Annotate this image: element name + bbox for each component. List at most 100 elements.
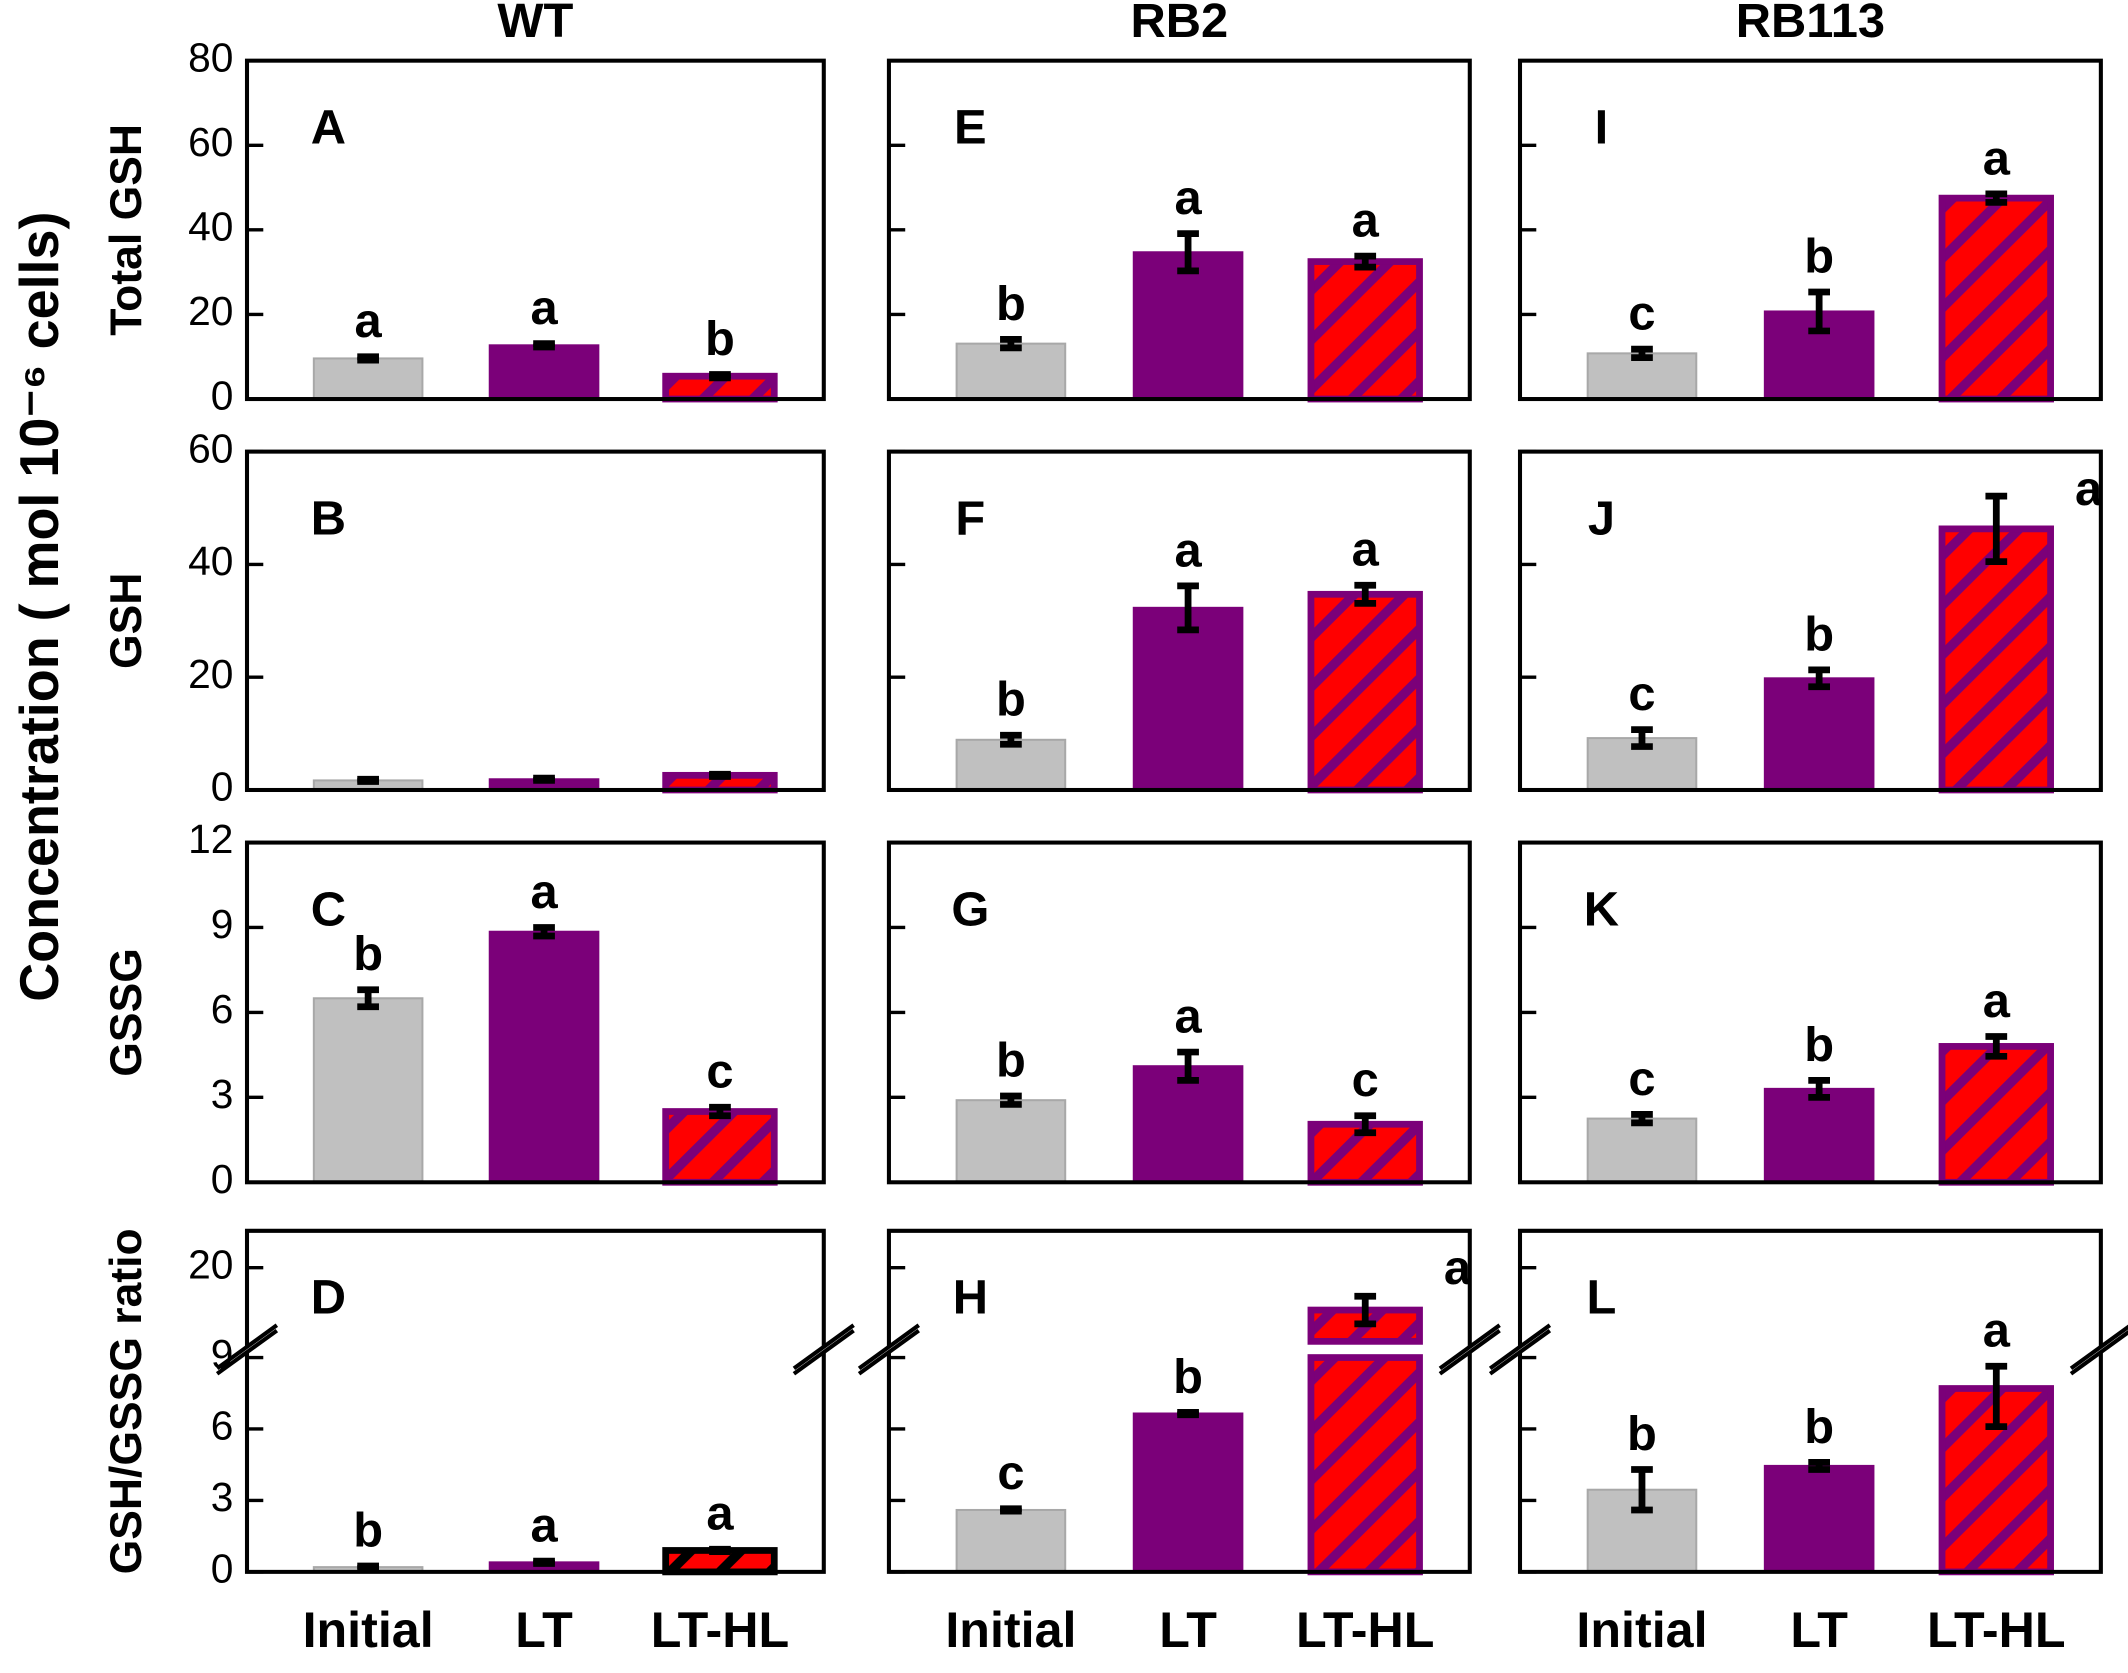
significance-letter: b xyxy=(705,312,735,366)
y-tick-label: 60 xyxy=(188,119,233,165)
x-tick-label: LT xyxy=(1159,1602,1217,1658)
significance-letter: a xyxy=(530,865,558,919)
x-tick-label: LT-HL xyxy=(1927,1602,2065,1658)
significance-letter: c xyxy=(1628,1052,1655,1106)
significance-letter: a xyxy=(530,281,558,335)
bar xyxy=(1763,677,1875,792)
significance-letter: a xyxy=(1983,974,2011,1028)
panel-frame xyxy=(1517,449,2103,793)
row-label: Total GSH xyxy=(102,124,151,336)
bar xyxy=(1132,251,1244,401)
panel-letter: I xyxy=(1595,101,1609,155)
axis-break xyxy=(792,1328,855,1376)
bar xyxy=(1307,1354,1423,1576)
y-tick-label: 0 xyxy=(211,764,234,810)
significance-letter: c xyxy=(997,1446,1024,1500)
panel-frame xyxy=(1517,1228,2103,1347)
x-tick-label: Initial xyxy=(303,1602,434,1658)
y-axis-title: Concentration ( mol 10⁻⁶ cells) xyxy=(10,212,70,1002)
significance-letter: a xyxy=(1174,523,1202,577)
x-tick-label: LT-HL xyxy=(1296,1602,1434,1658)
panel-letter: J xyxy=(1588,492,1615,546)
panel-letter: H xyxy=(953,1271,988,1325)
axis-break xyxy=(857,1323,920,1370)
y-tick-label: 80 xyxy=(188,34,233,80)
bar xyxy=(662,1108,778,1186)
significance-letter: b xyxy=(996,277,1026,331)
y-tick-label: 20 xyxy=(188,651,233,697)
bar xyxy=(1938,1043,2054,1186)
axis-break xyxy=(1488,1328,1552,1376)
bar xyxy=(1132,606,1244,792)
panel-letter: B xyxy=(311,492,346,546)
bar xyxy=(1938,525,2054,794)
bar xyxy=(312,997,424,1184)
bar xyxy=(1132,1412,1244,1573)
axis-break xyxy=(215,1328,279,1376)
bar xyxy=(955,1508,1067,1573)
column-title: RB2 xyxy=(1130,0,1228,48)
panel-frame xyxy=(886,1352,1472,1574)
axis-break xyxy=(1438,1323,1501,1370)
y-tick-label: 3 xyxy=(211,1071,234,1117)
y-tick-label: 9 xyxy=(211,901,234,947)
significance-letter: c xyxy=(1628,287,1655,341)
bar xyxy=(1763,1464,1875,1573)
bar xyxy=(955,342,1067,401)
axis-break xyxy=(1488,1323,1552,1370)
x-tick-label: LT xyxy=(515,1602,573,1658)
y-tick-label: 12 xyxy=(188,816,233,862)
axis-break xyxy=(2069,1324,2128,1370)
bar xyxy=(1586,1117,1698,1184)
bar xyxy=(1307,590,1423,794)
row-label: GSH xyxy=(102,573,151,669)
bar xyxy=(312,357,424,401)
panel-letter: L xyxy=(1587,1271,1617,1325)
x-tick-label: Initial xyxy=(945,1602,1076,1658)
significance-letter: a xyxy=(1983,1304,2011,1358)
panel-frame xyxy=(1517,1352,2103,1574)
y-tick-label: 6 xyxy=(211,986,234,1032)
x-tick-label: LT-HL xyxy=(651,1602,789,1658)
significance-letter: b xyxy=(1804,1400,1834,1454)
x-tick-label: Initial xyxy=(1576,1602,1707,1658)
significance-letter: a xyxy=(1444,1241,1472,1295)
bar xyxy=(1763,1087,1875,1184)
axis-break xyxy=(2069,1330,2128,1376)
significance-letter: b xyxy=(1804,1018,1834,1072)
significance-letter: c xyxy=(1352,1053,1379,1107)
bar xyxy=(955,738,1067,792)
significance-letter: a xyxy=(355,294,383,348)
significance-letter: a xyxy=(1352,523,1380,577)
y-tick-label: 40 xyxy=(188,204,233,250)
panel-frame xyxy=(244,1228,826,1347)
column-title: RB113 xyxy=(1736,0,1885,48)
panel-frame xyxy=(244,1352,826,1574)
y-tick-label: 0 xyxy=(211,373,234,419)
significance-letter: b xyxy=(1804,230,1834,284)
significance-letter: a xyxy=(2075,462,2103,516)
significance-letter: a xyxy=(1983,132,2011,186)
panel-letter: D xyxy=(311,1271,346,1325)
x-tick-label: LT xyxy=(1790,1602,1848,1658)
bar xyxy=(488,930,600,1184)
significance-letter: a xyxy=(1352,194,1380,248)
panel-frame xyxy=(886,1228,1472,1347)
significance-letter: a xyxy=(530,1499,558,1553)
significance-letter: b xyxy=(996,673,1026,727)
axis-break xyxy=(215,1323,279,1370)
panel-letter: G xyxy=(951,883,989,937)
y-tick-label: 40 xyxy=(188,538,233,584)
bar xyxy=(1132,1065,1244,1184)
y-tick-label: 6 xyxy=(211,1403,234,1449)
panel-frame xyxy=(1517,58,2103,402)
panel-frame xyxy=(886,58,1472,402)
significance-letter: b xyxy=(996,1034,1026,1088)
panel-letter: K xyxy=(1584,883,1619,937)
axis-break xyxy=(1438,1328,1501,1376)
y-tick-label: 0 xyxy=(211,1546,234,1592)
significance-letter: b xyxy=(1627,1407,1657,1461)
bar xyxy=(1938,194,2054,403)
column-title: WT xyxy=(497,0,573,48)
